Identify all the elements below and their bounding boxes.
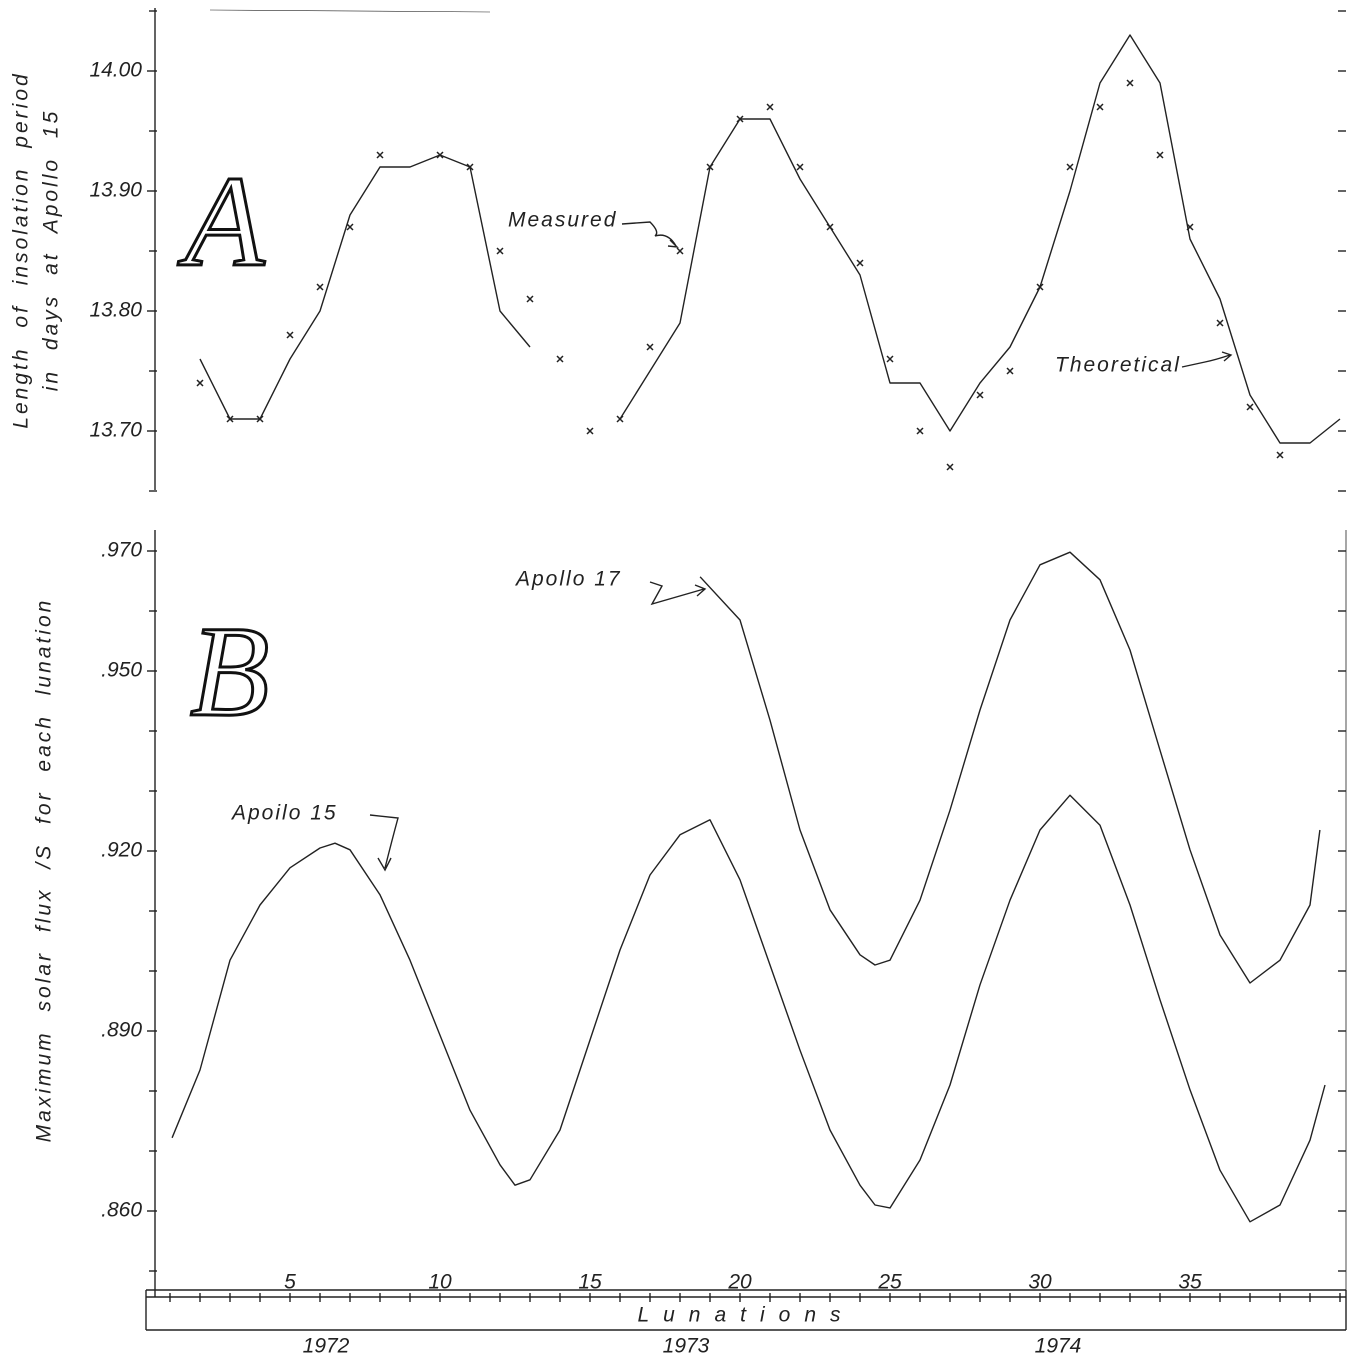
- y-tick-label: .860: [101, 1199, 142, 1222]
- measured-point: [526, 295, 534, 303]
- x-tick-label: 30: [1028, 1271, 1052, 1294]
- measured-point: [1216, 319, 1224, 327]
- panel-label: B: [190, 600, 269, 744]
- measured-point: [1156, 151, 1164, 159]
- measured-point: [556, 355, 564, 363]
- arrow: [1181, 351, 1233, 368]
- measured-point: [1186, 223, 1194, 231]
- series-annotation: Theoretical: [1055, 354, 1181, 377]
- x-tick-label: 35: [1178, 1271, 1202, 1294]
- arrow: [621, 221, 679, 248]
- measured-point: [1006, 367, 1014, 375]
- top-border: [209, 9, 491, 13]
- measured-point: [286, 331, 294, 339]
- measured-point: [196, 379, 204, 387]
- measured-point: [496, 247, 504, 255]
- series-annotation: Measured: [508, 209, 617, 232]
- x-tick-label: 20: [727, 1271, 752, 1294]
- series-line: [171, 794, 1326, 1223]
- measured-point: [616, 415, 624, 423]
- y-tick-label: .890: [101, 1019, 142, 1042]
- measured-point: [1096, 103, 1104, 111]
- measured-point: [706, 163, 714, 171]
- measured-point: [376, 151, 384, 159]
- arrow: [369, 814, 399, 872]
- measured-point: [1036, 283, 1044, 291]
- measured-point: [646, 343, 654, 351]
- measured-point: [766, 103, 774, 111]
- series-annotation: Apollo 17: [514, 568, 622, 591]
- y-tick-label: 13.80: [89, 299, 142, 322]
- measured-point: [946, 463, 954, 471]
- x-tick-label: 10: [428, 1271, 452, 1294]
- x-tick-label: 5: [284, 1271, 296, 1294]
- y-axis-label: Length of insolation period: [10, 71, 33, 428]
- measured-point: [256, 415, 264, 423]
- x-axis-label: Lunations: [637, 1304, 854, 1327]
- measured-point: [886, 355, 894, 363]
- arrow: [649, 581, 707, 606]
- measured-point: [736, 115, 744, 123]
- y-tick-label: .920: [101, 839, 142, 862]
- measured-point: [796, 163, 804, 171]
- year-label: 1972: [303, 1335, 350, 1358]
- measured-point: [1066, 163, 1074, 171]
- series-annotation: Apoilo 15: [230, 802, 338, 825]
- measured-point: [466, 163, 474, 171]
- measured-point: [226, 415, 234, 423]
- y-tick-label: 14.00: [89, 59, 142, 82]
- measured-point: [1276, 451, 1284, 459]
- y-axis-label: in days at Apollo 15: [40, 109, 63, 392]
- measured-point: [676, 247, 684, 255]
- year-label: 1974: [1035, 1335, 1082, 1358]
- y-tick-label: 13.90: [89, 179, 142, 202]
- year-label: 1973: [663, 1335, 710, 1358]
- x-tick-label: 15: [578, 1271, 602, 1294]
- y-tick-label: .970: [101, 539, 142, 562]
- measured-point: [316, 283, 324, 291]
- y-axis-label: Maximum solar flux /S for each lunation: [33, 598, 56, 1143]
- measured-point: [346, 223, 354, 231]
- series-line: [699, 551, 1321, 984]
- measured-point: [586, 427, 594, 435]
- panel-label: A: [177, 150, 265, 294]
- measured-point: [976, 391, 984, 399]
- measured-point: [826, 223, 834, 231]
- x-tick-label: 25: [877, 1271, 902, 1294]
- measured-point: [1126, 79, 1134, 87]
- measured-point: [856, 259, 864, 267]
- measured-point: [1246, 403, 1254, 411]
- y-tick-label: 13.70: [89, 419, 142, 442]
- measured-point: [916, 427, 924, 435]
- measured-point: [436, 151, 444, 159]
- y-tick-label: .950: [101, 659, 142, 682]
